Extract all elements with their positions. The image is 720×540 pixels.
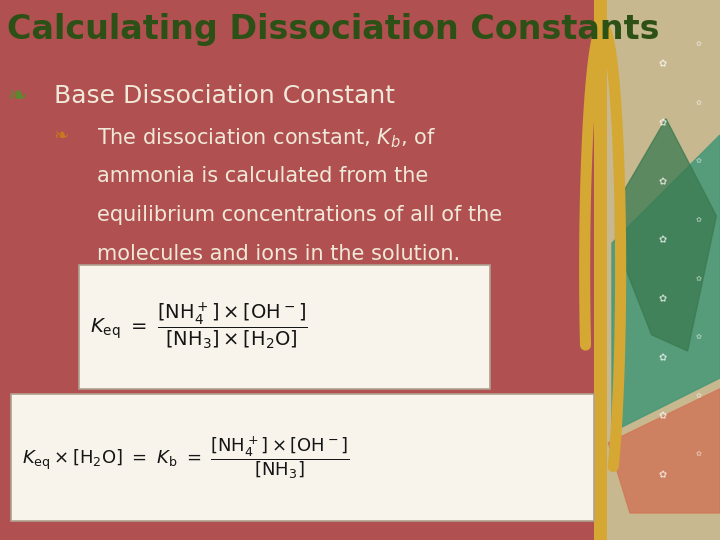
Text: ❧: ❧ bbox=[7, 84, 27, 107]
Text: equilibrium concentrations of all of the: equilibrium concentrations of all of the bbox=[97, 205, 503, 225]
Text: The dissociation constant, $\mathit{K}_\mathit{b}$, of: The dissociation constant, $\mathit{K}_\… bbox=[97, 127, 436, 151]
Polygon shape bbox=[608, 389, 720, 513]
Text: ✿: ✿ bbox=[658, 118, 667, 129]
Text: ❧: ❧ bbox=[54, 127, 69, 145]
Text: Calculating Dissociation Constants: Calculating Dissociation Constants bbox=[7, 14, 660, 46]
Bar bbox=[594, 0, 607, 540]
Text: ✿: ✿ bbox=[696, 40, 701, 46]
Bar bbox=[594, 0, 720, 540]
Text: ✿: ✿ bbox=[696, 99, 701, 105]
Text: ✿: ✿ bbox=[696, 392, 701, 398]
Text: ✿: ✿ bbox=[658, 60, 667, 70]
Text: ✿: ✿ bbox=[696, 158, 701, 164]
Text: ✿: ✿ bbox=[696, 216, 701, 222]
Text: Base Dissociation Constant: Base Dissociation Constant bbox=[54, 84, 395, 107]
Text: ammonia is calculated from the: ammonia is calculated from the bbox=[97, 166, 428, 186]
Text: ✿: ✿ bbox=[658, 177, 667, 187]
Text: ✿: ✿ bbox=[658, 470, 667, 480]
Text: ✿: ✿ bbox=[658, 294, 667, 305]
Text: molecules and ions in the solution.: molecules and ions in the solution. bbox=[97, 244, 460, 264]
FancyBboxPatch shape bbox=[11, 394, 594, 521]
Text: $\mathit{K}_\mathrm{eq}\times[\mathrm{H_2O}]\ =\ \mathit{K}_\mathrm{b}\ =\ \dfra: $\mathit{K}_\mathrm{eq}\times[\mathrm{H_… bbox=[22, 434, 349, 481]
Text: ✿: ✿ bbox=[696, 333, 701, 339]
Text: ✿: ✿ bbox=[696, 275, 701, 281]
Text: $\mathit{K}_\mathrm{eq}\ =\ \dfrac{[\mathrm{NH_4^+}]\times[\mathrm{OH^-}]}{[\mat: $\mathit{K}_\mathrm{eq}\ =\ \dfrac{[\mat… bbox=[90, 301, 307, 352]
Text: ✿: ✿ bbox=[658, 411, 667, 422]
Text: ✿: ✿ bbox=[658, 353, 667, 363]
Text: ✿: ✿ bbox=[658, 235, 667, 246]
Text: ✿: ✿ bbox=[696, 450, 701, 457]
FancyBboxPatch shape bbox=[79, 265, 490, 389]
Polygon shape bbox=[612, 135, 720, 432]
Polygon shape bbox=[616, 119, 716, 351]
